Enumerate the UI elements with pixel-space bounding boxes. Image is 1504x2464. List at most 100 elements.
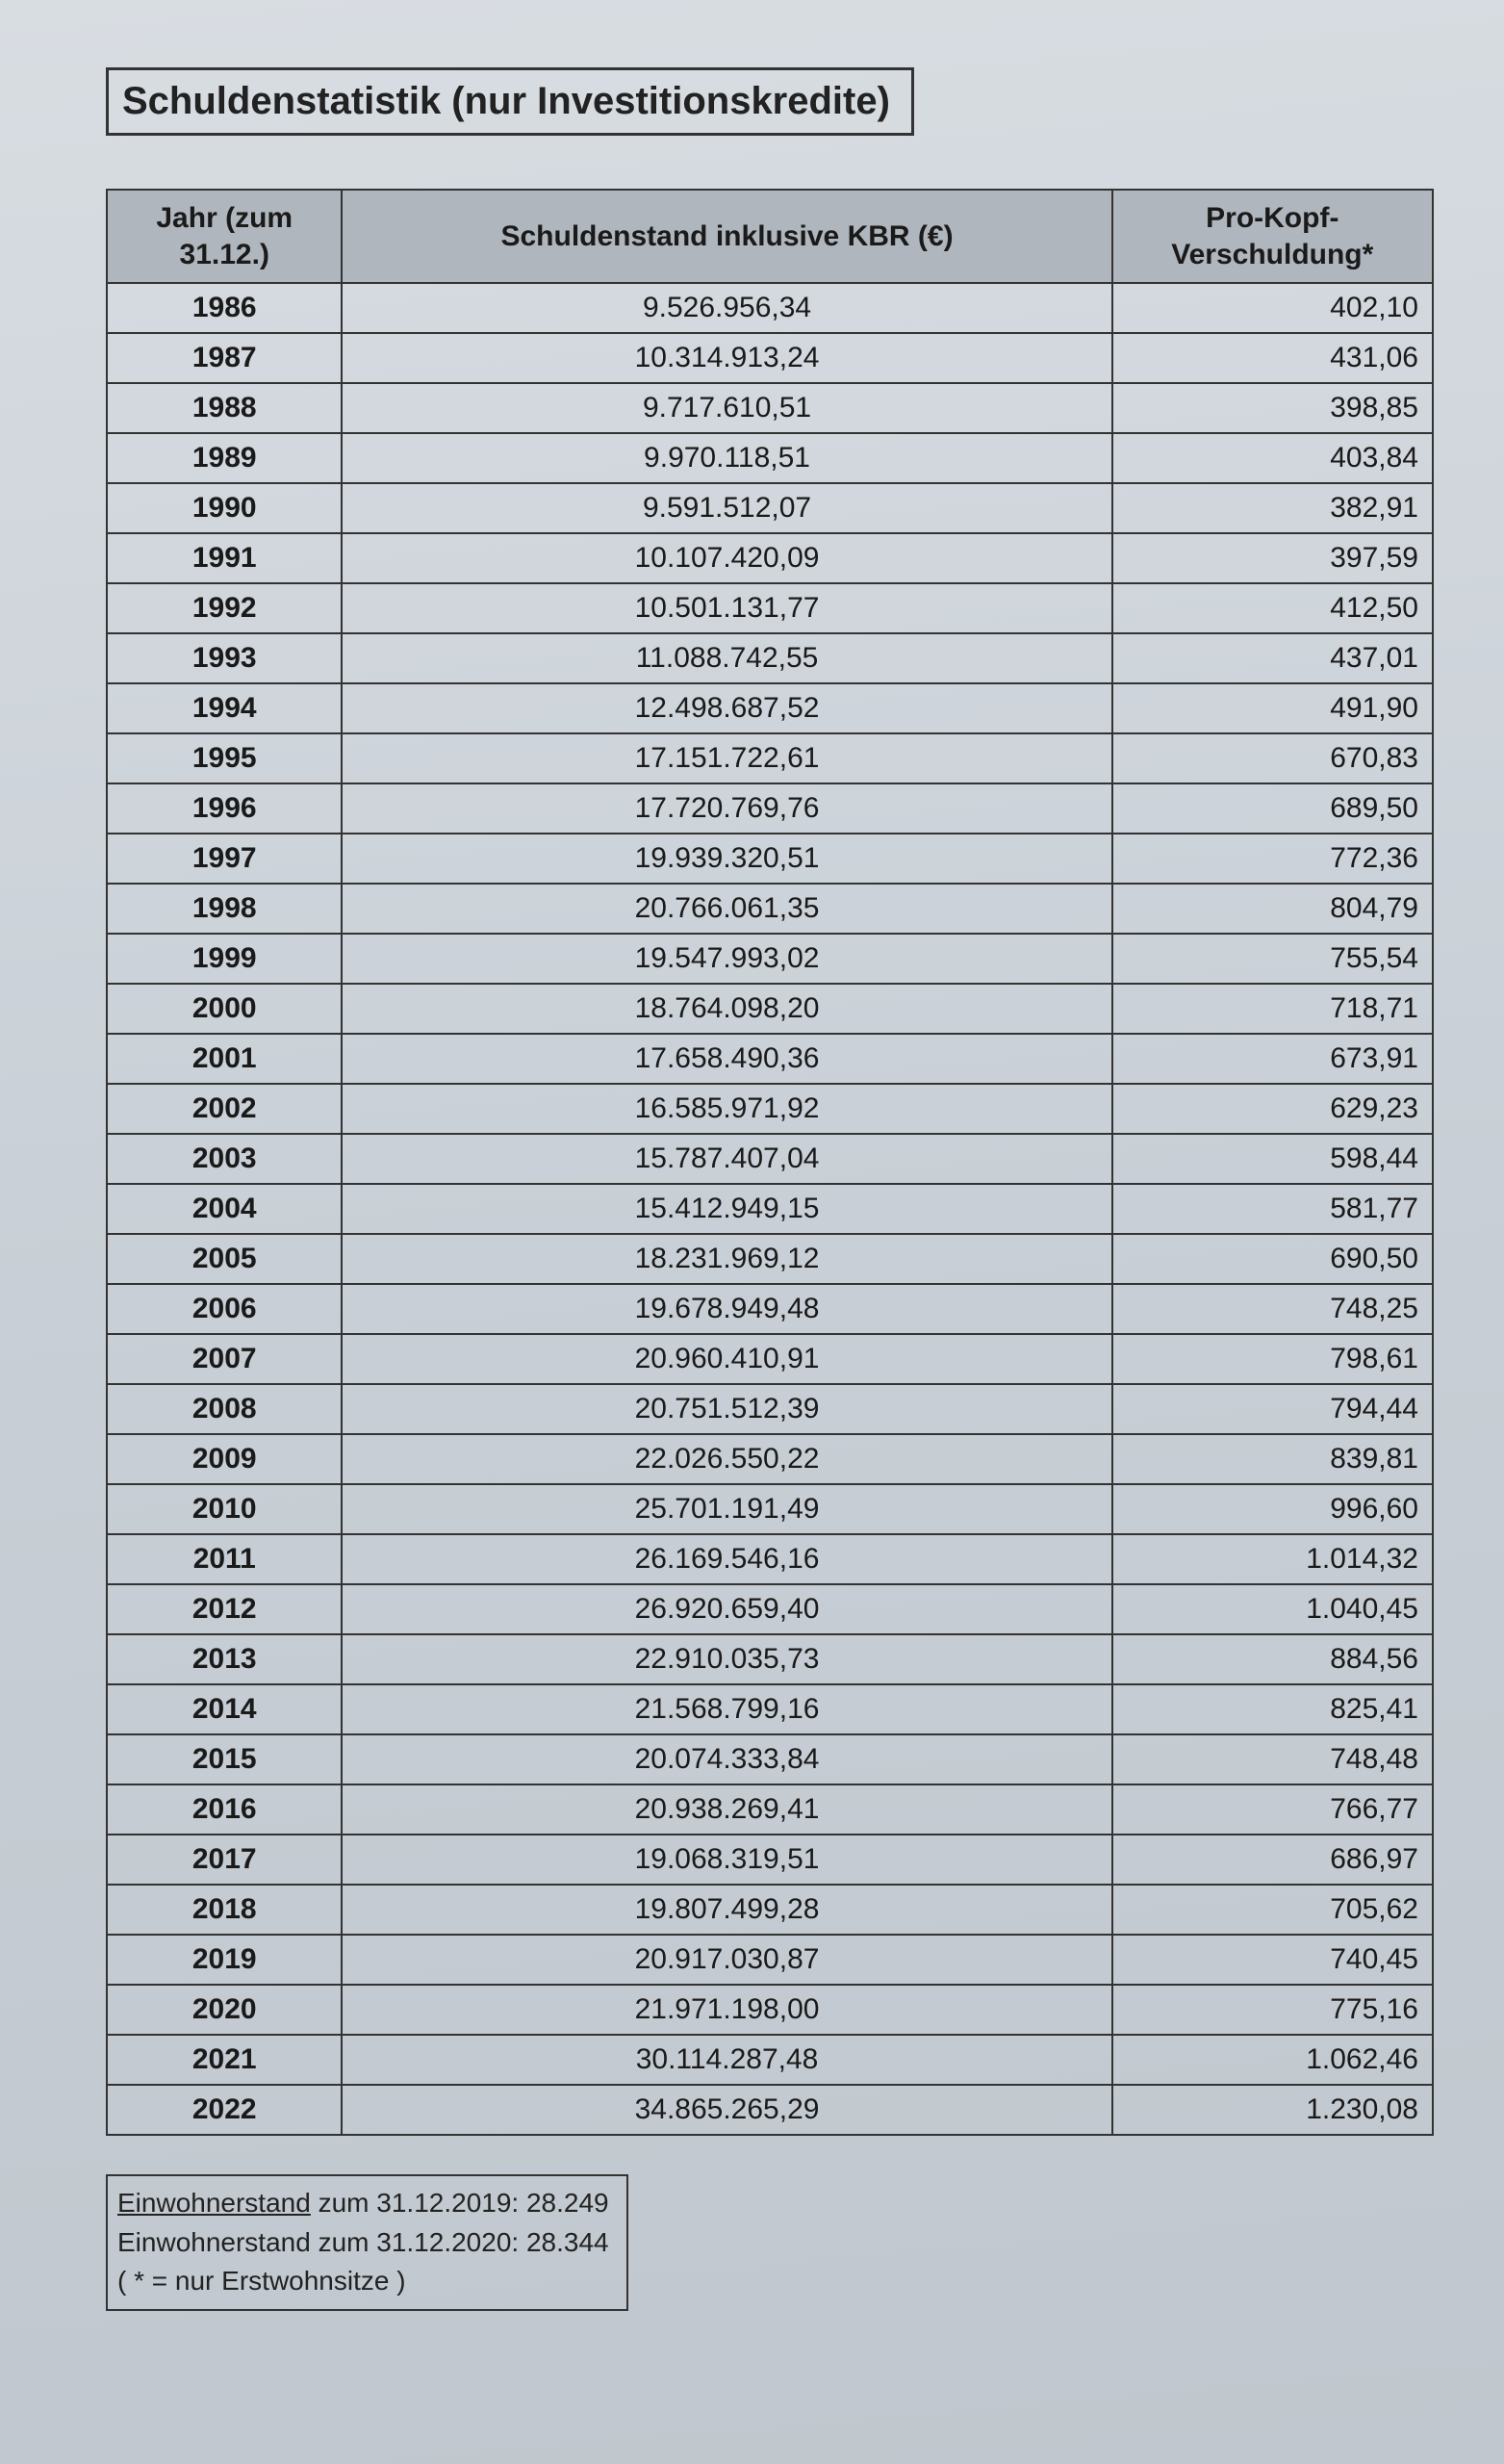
cell-year: 2006 [107, 1284, 342, 1334]
cell-year: 1997 [107, 834, 342, 884]
table-row: 200415.412.949,15581,77 [107, 1184, 1433, 1234]
cell-amount: 20.766.061,35 [342, 884, 1111, 934]
cell-year: 1995 [107, 733, 342, 783]
cell-year: 2019 [107, 1935, 342, 1985]
cell-amount: 20.074.333,84 [342, 1734, 1111, 1784]
cell-year: 2000 [107, 984, 342, 1034]
table-header-row: Jahr (zum 31.12.) Schuldenstand inklusiv… [107, 190, 1433, 283]
col-header-percapita: Pro-Kopf-Verschuldung* [1112, 190, 1433, 283]
cell-amount: 19.678.949,48 [342, 1284, 1111, 1334]
cell-amount: 30.114.287,48 [342, 2035, 1111, 2085]
cell-per-capita: 673,91 [1112, 1034, 1433, 1084]
cell-year: 1992 [107, 583, 342, 633]
cell-per-capita: 1.014,32 [1112, 1534, 1433, 1584]
cell-year: 1993 [107, 633, 342, 683]
cell-per-capita: 689,50 [1112, 783, 1433, 834]
cell-amount: 21.568.799,16 [342, 1684, 1111, 1734]
cell-per-capita: 798,61 [1112, 1334, 1433, 1384]
cell-year: 1990 [107, 483, 342, 533]
cell-per-capita: 748,25 [1112, 1284, 1433, 1334]
cell-amount: 19.547.993,02 [342, 934, 1111, 984]
cell-year: 1986 [107, 283, 342, 333]
cell-amount: 20.751.512,39 [342, 1384, 1111, 1434]
cell-amount: 15.412.949,15 [342, 1184, 1111, 1234]
cell-year: 1987 [107, 333, 342, 383]
cell-per-capita: 1.230,08 [1112, 2085, 1433, 2135]
cell-year: 2017 [107, 1835, 342, 1885]
table-row: 200820.751.512,39794,44 [107, 1384, 1433, 1434]
table-row: 200216.585.971,92629,23 [107, 1084, 1433, 1134]
cell-per-capita: 740,45 [1112, 1935, 1433, 1985]
cell-amount: 20.960.410,91 [342, 1334, 1111, 1384]
cell-amount: 11.088.742,55 [342, 633, 1111, 683]
cell-per-capita: 581,77 [1112, 1184, 1433, 1234]
table-row: 201025.701.191,49996,60 [107, 1484, 1433, 1534]
table-row: 200922.026.550,22839,81 [107, 1434, 1433, 1484]
cell-per-capita: 402,10 [1112, 283, 1433, 333]
cell-year: 1999 [107, 934, 342, 984]
table-row: 200518.231.969,12690,50 [107, 1234, 1433, 1284]
cell-per-capita: 794,44 [1112, 1384, 1433, 1434]
cell-year: 1996 [107, 783, 342, 834]
cell-amount: 17.151.722,61 [342, 733, 1111, 783]
cell-per-capita: 766,77 [1112, 1784, 1433, 1835]
table-row: 19889.717.610,51398,85 [107, 383, 1433, 433]
cell-year: 2007 [107, 1334, 342, 1384]
cell-year: 2005 [107, 1234, 342, 1284]
cell-year: 2009 [107, 1434, 342, 1484]
table-row: 199617.720.769,76689,50 [107, 783, 1433, 834]
cell-year: 1998 [107, 884, 342, 934]
table-row: 199311.088.742,55437,01 [107, 633, 1433, 683]
footnote-line-3: ( * = nur Erstwohnsitze ) [117, 2262, 609, 2301]
cell-amount: 20.917.030,87 [342, 1935, 1111, 1985]
table-row: 201719.068.319,51686,97 [107, 1835, 1433, 1885]
cell-year: 2001 [107, 1034, 342, 1084]
cell-per-capita: 755,54 [1112, 934, 1433, 984]
table-row: 199719.939.320,51772,36 [107, 834, 1433, 884]
cell-year: 1991 [107, 533, 342, 583]
cell-per-capita: 884,56 [1112, 1634, 1433, 1684]
cell-per-capita: 670,83 [1112, 733, 1433, 783]
page: Schuldenstatistik (nur Investitionskredi… [0, 0, 1504, 2464]
table-row: 199210.501.131,77412,50 [107, 583, 1433, 633]
cell-year: 2016 [107, 1784, 342, 1835]
cell-per-capita: 397,59 [1112, 533, 1433, 583]
cell-amount: 10.314.913,24 [342, 333, 1111, 383]
footnote-box: Einwohnerstand zum 31.12.2019: 28.249 Ei… [106, 2174, 628, 2311]
table-row: 201322.910.035,73884,56 [107, 1634, 1433, 1684]
table-row: 199919.547.993,02755,54 [107, 934, 1433, 984]
cell-amount: 12.498.687,52 [342, 683, 1111, 733]
footnote-line-1: Einwohnerstand zum 31.12.2019: 28.249 [117, 2184, 609, 2223]
cell-year: 2012 [107, 1584, 342, 1634]
cell-per-capita: 431,06 [1112, 333, 1433, 383]
table-row: 19869.526.956,34402,10 [107, 283, 1433, 333]
table-row: 201520.074.333,84748,48 [107, 1734, 1433, 1784]
cell-amount: 18.764.098,20 [342, 984, 1111, 1034]
cell-year: 2013 [107, 1634, 342, 1684]
cell-per-capita: 705,62 [1112, 1885, 1433, 1935]
cell-per-capita: 1.062,46 [1112, 2035, 1433, 2085]
cell-per-capita: 382,91 [1112, 483, 1433, 533]
footnote-underlined-label: Einwohnerstand [117, 2188, 311, 2218]
cell-amount: 17.658.490,36 [342, 1034, 1111, 1084]
cell-amount: 10.501.131,77 [342, 583, 1111, 633]
cell-amount: 19.068.319,51 [342, 1835, 1111, 1885]
page-title: Schuldenstatistik (nur Investitionskredi… [106, 67, 914, 136]
cell-per-capita: 629,23 [1112, 1084, 1433, 1134]
debt-table: Jahr (zum 31.12.) Schuldenstand inklusiv… [106, 189, 1434, 2136]
table-row: 202021.971.198,00775,16 [107, 1985, 1433, 2035]
table-row: 199412.498.687,52491,90 [107, 683, 1433, 733]
table-row: 199820.766.061,35804,79 [107, 884, 1433, 934]
cell-year: 1994 [107, 683, 342, 733]
footnote-line-1-rest: zum 31.12.2019: 28.249 [311, 2188, 609, 2218]
cell-per-capita: 686,97 [1112, 1835, 1433, 1885]
table-row: 200619.678.949,48748,25 [107, 1284, 1433, 1334]
cell-amount: 15.787.407,04 [342, 1134, 1111, 1184]
cell-per-capita: 1.040,45 [1112, 1584, 1433, 1634]
table-row: 200720.960.410,91798,61 [107, 1334, 1433, 1384]
cell-amount: 26.169.546,16 [342, 1534, 1111, 1584]
cell-per-capita: 804,79 [1112, 884, 1433, 934]
cell-amount: 9.591.512,07 [342, 483, 1111, 533]
cell-per-capita: 598,44 [1112, 1134, 1433, 1184]
table-row: 199110.107.420,09397,59 [107, 533, 1433, 583]
